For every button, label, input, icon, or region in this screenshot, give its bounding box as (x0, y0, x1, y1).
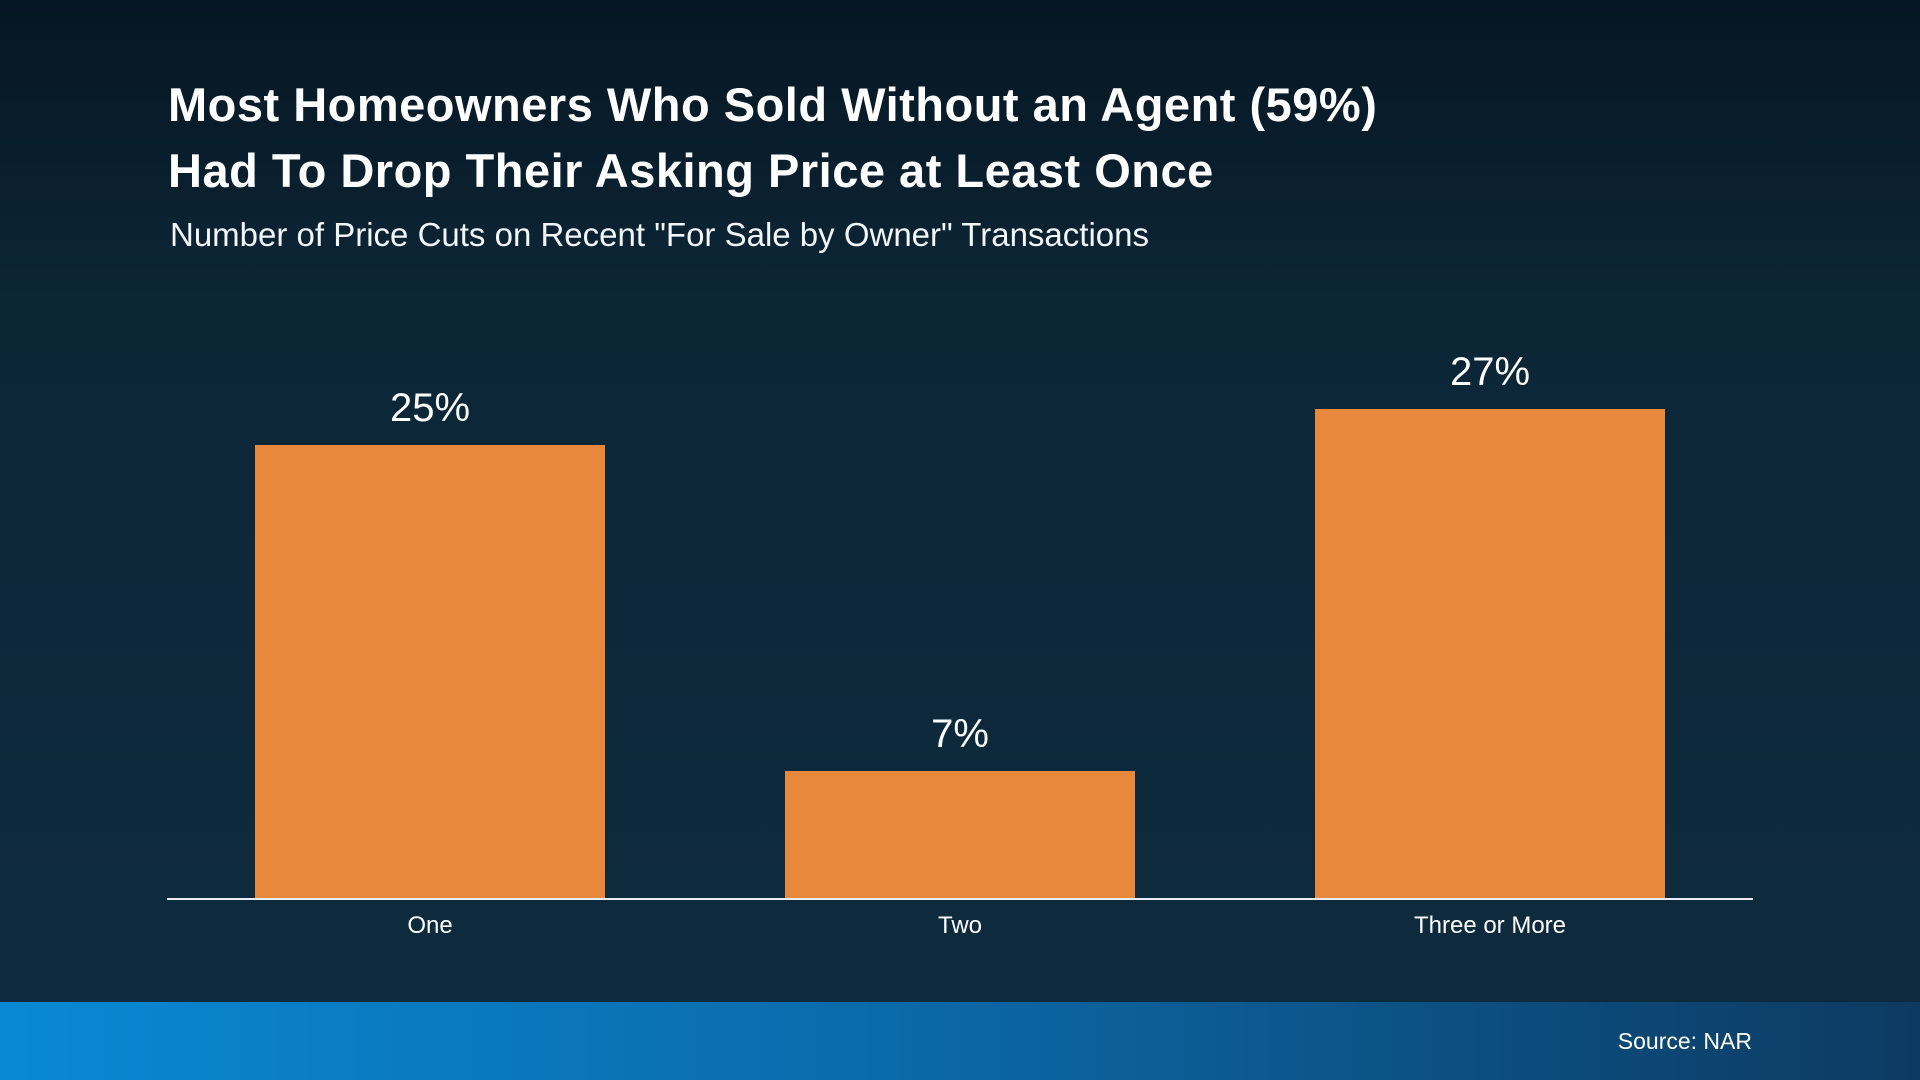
bar-group: 25% (255, 386, 605, 898)
x-axis-line (167, 898, 1753, 900)
bar (785, 771, 1135, 898)
bar (1315, 409, 1665, 898)
bar-value-label: 25% (389, 386, 471, 430)
bar-group: 7% (785, 712, 1135, 898)
bar (255, 445, 605, 898)
bar-chart: 25% 7% 27% One Two Three or More (167, 338, 1753, 940)
category-label: Two (937, 912, 982, 939)
chart-subtitle: Number of Price Cuts on Recent "For Sale… (170, 216, 1149, 253)
chart-title-line-1: Most Homeowners Who Sold Without an Agen… (168, 78, 1378, 131)
bar-group: 27% (1315, 350, 1665, 898)
bar-value-label: 27% (1449, 350, 1531, 394)
category-label: Three or More (1413, 912, 1567, 939)
chart-title: Most Homeowners Who Sold Without an Agen… (168, 72, 1377, 204)
category-label: One (407, 912, 453, 939)
footer-bar: Source: NAR (0, 1002, 1920, 1080)
chart-title-line-2: Had To Drop Their Asking Price at Least … (168, 144, 1214, 197)
category-labels-row: One Two Three or More (167, 912, 1753, 940)
source-label: Source: NAR (1617, 1027, 1752, 1054)
bar-value-label: 7% (931, 712, 989, 756)
bars-row: 25% 7% 27% (167, 338, 1753, 898)
